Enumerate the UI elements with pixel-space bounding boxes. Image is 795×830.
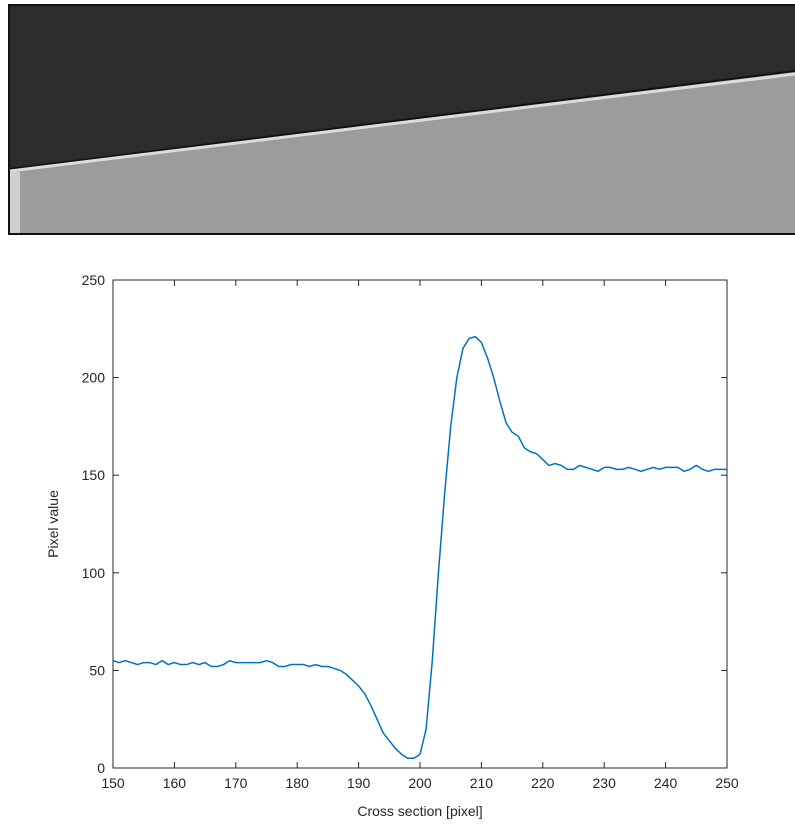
- dark-region: [10, 6, 795, 168]
- left-edge: [10, 172, 20, 233]
- y-tick-label: 150: [82, 467, 106, 483]
- x-tick-label: 230: [593, 775, 617, 791]
- x-tick-label: 210: [470, 775, 494, 791]
- y-tick-label: 50: [89, 662, 105, 678]
- y-tick-label: 200: [82, 370, 106, 386]
- x-tick-label: 150: [101, 775, 125, 791]
- x-tick-label: 250: [715, 775, 739, 791]
- x-tick-label: 170: [224, 775, 248, 791]
- data-line: [112, 335, 727, 759]
- edge-line: [9, 72, 795, 173]
- y-axis-label: Pixel value: [45, 490, 61, 558]
- x-tick-label: 180: [286, 775, 310, 791]
- photo: [8, 4, 795, 235]
- axes-box: [112, 279, 728, 769]
- y-tick-label: 100: [82, 565, 106, 581]
- x-tick-label: 220: [531, 775, 555, 791]
- x-tick-label: 160: [163, 775, 187, 791]
- x-tick-label: 240: [654, 775, 678, 791]
- light-region: [10, 72, 795, 233]
- y-tick-label: 250: [82, 272, 106, 288]
- x-axis-label: Cross section [pixel]: [357, 803, 482, 819]
- x-tick-label: 190: [347, 775, 371, 791]
- x-tick-label: 200: [408, 775, 432, 791]
- y-tick-label: 0: [97, 760, 105, 776]
